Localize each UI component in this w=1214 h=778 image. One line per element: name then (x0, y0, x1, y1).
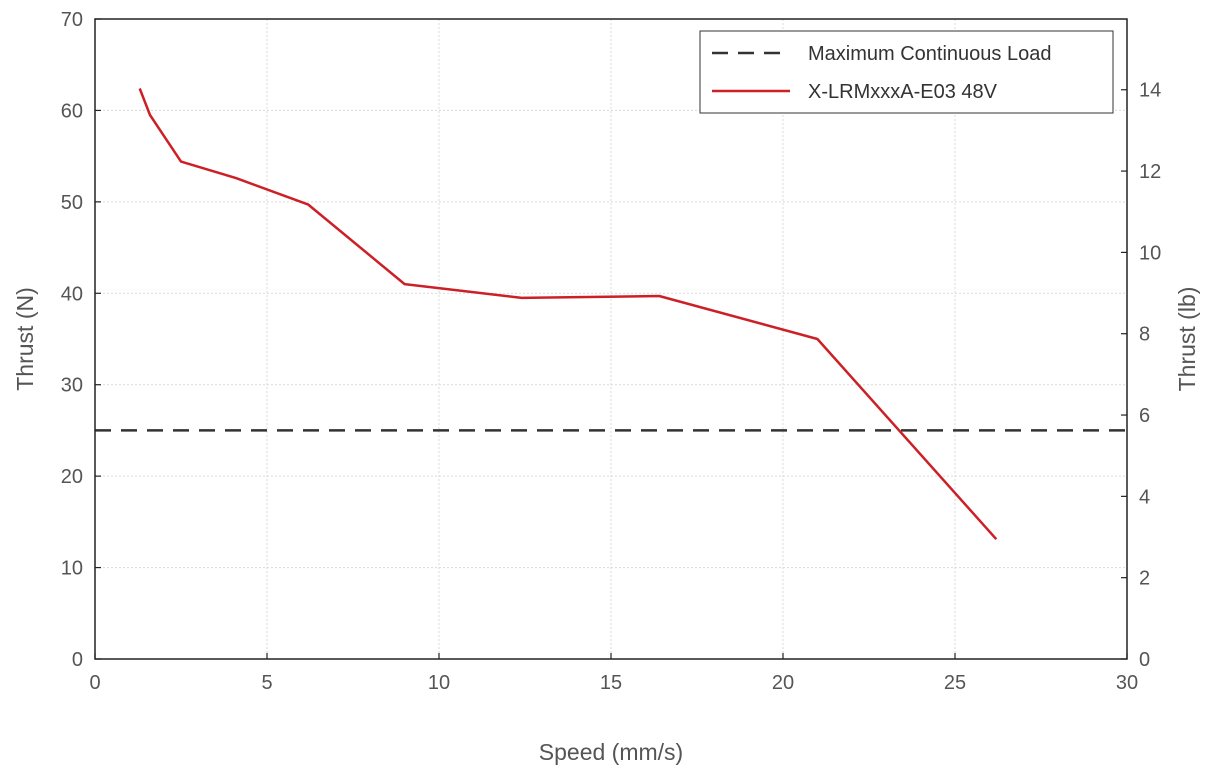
x-tick-label: 0 (89, 672, 100, 694)
x-tick-label: 20 (772, 672, 794, 694)
grid (94, 18, 1128, 660)
y-right-tick-label: 4 (1139, 486, 1150, 508)
x-tick-label: 10 (428, 672, 450, 694)
x-tick-label: 30 (1116, 672, 1138, 694)
y-tick-label: 40 (61, 283, 83, 305)
ticks (94, 18, 1128, 660)
y-tick-label: 10 (61, 558, 83, 580)
y-tick-label: 50 (61, 192, 83, 214)
y-tick-labels: 0 10 20 30 40 50 60 70 (61, 9, 83, 671)
y-right-tick-label: 14 (1139, 80, 1161, 102)
y-tick-label: 0 (72, 649, 83, 671)
y-right-tick-label: 10 (1139, 242, 1161, 264)
y-right-tick-label: 0 (1139, 649, 1150, 671)
y-tick-label: 60 (61, 100, 83, 122)
y-right-tick-label: 6 (1139, 405, 1150, 427)
y-right-tick-label: 8 (1139, 324, 1150, 346)
x-axis-title: Speed (mm/s) (539, 739, 683, 765)
series-layer (95, 88, 1127, 541)
y-right-tick-labels: 0 2 4 6 8 10 12 14 (1139, 80, 1161, 671)
x-tick-label: 5 (261, 672, 272, 694)
x-tick-labels: 0 5 10 15 20 25 30 (89, 672, 1138, 694)
x-tick-label: 15 (600, 672, 622, 694)
legend-label-actuator: X-LRMxxxA-E03 48V (808, 81, 998, 103)
legend-box (699, 30, 1114, 114)
y-tick-label: 70 (61, 9, 83, 31)
y-axis-title: Thrust (N) (12, 287, 38, 391)
x-tick-label: 25 (944, 672, 966, 694)
thrust-curve-line (138, 88, 998, 541)
legend-label-max-load: Maximum Continuous Load (808, 43, 1051, 65)
y-tick-label: 20 (61, 466, 83, 488)
y-right-tick-label: 12 (1139, 161, 1161, 183)
y-tick-label: 30 (61, 375, 83, 397)
legend: Maximum Continuous Load X-LRMxxxA-E03 48… (699, 30, 1114, 114)
y-right-axis-title: Thrust (lb) (1174, 287, 1200, 392)
y-right-tick-label: 2 (1139, 568, 1150, 590)
